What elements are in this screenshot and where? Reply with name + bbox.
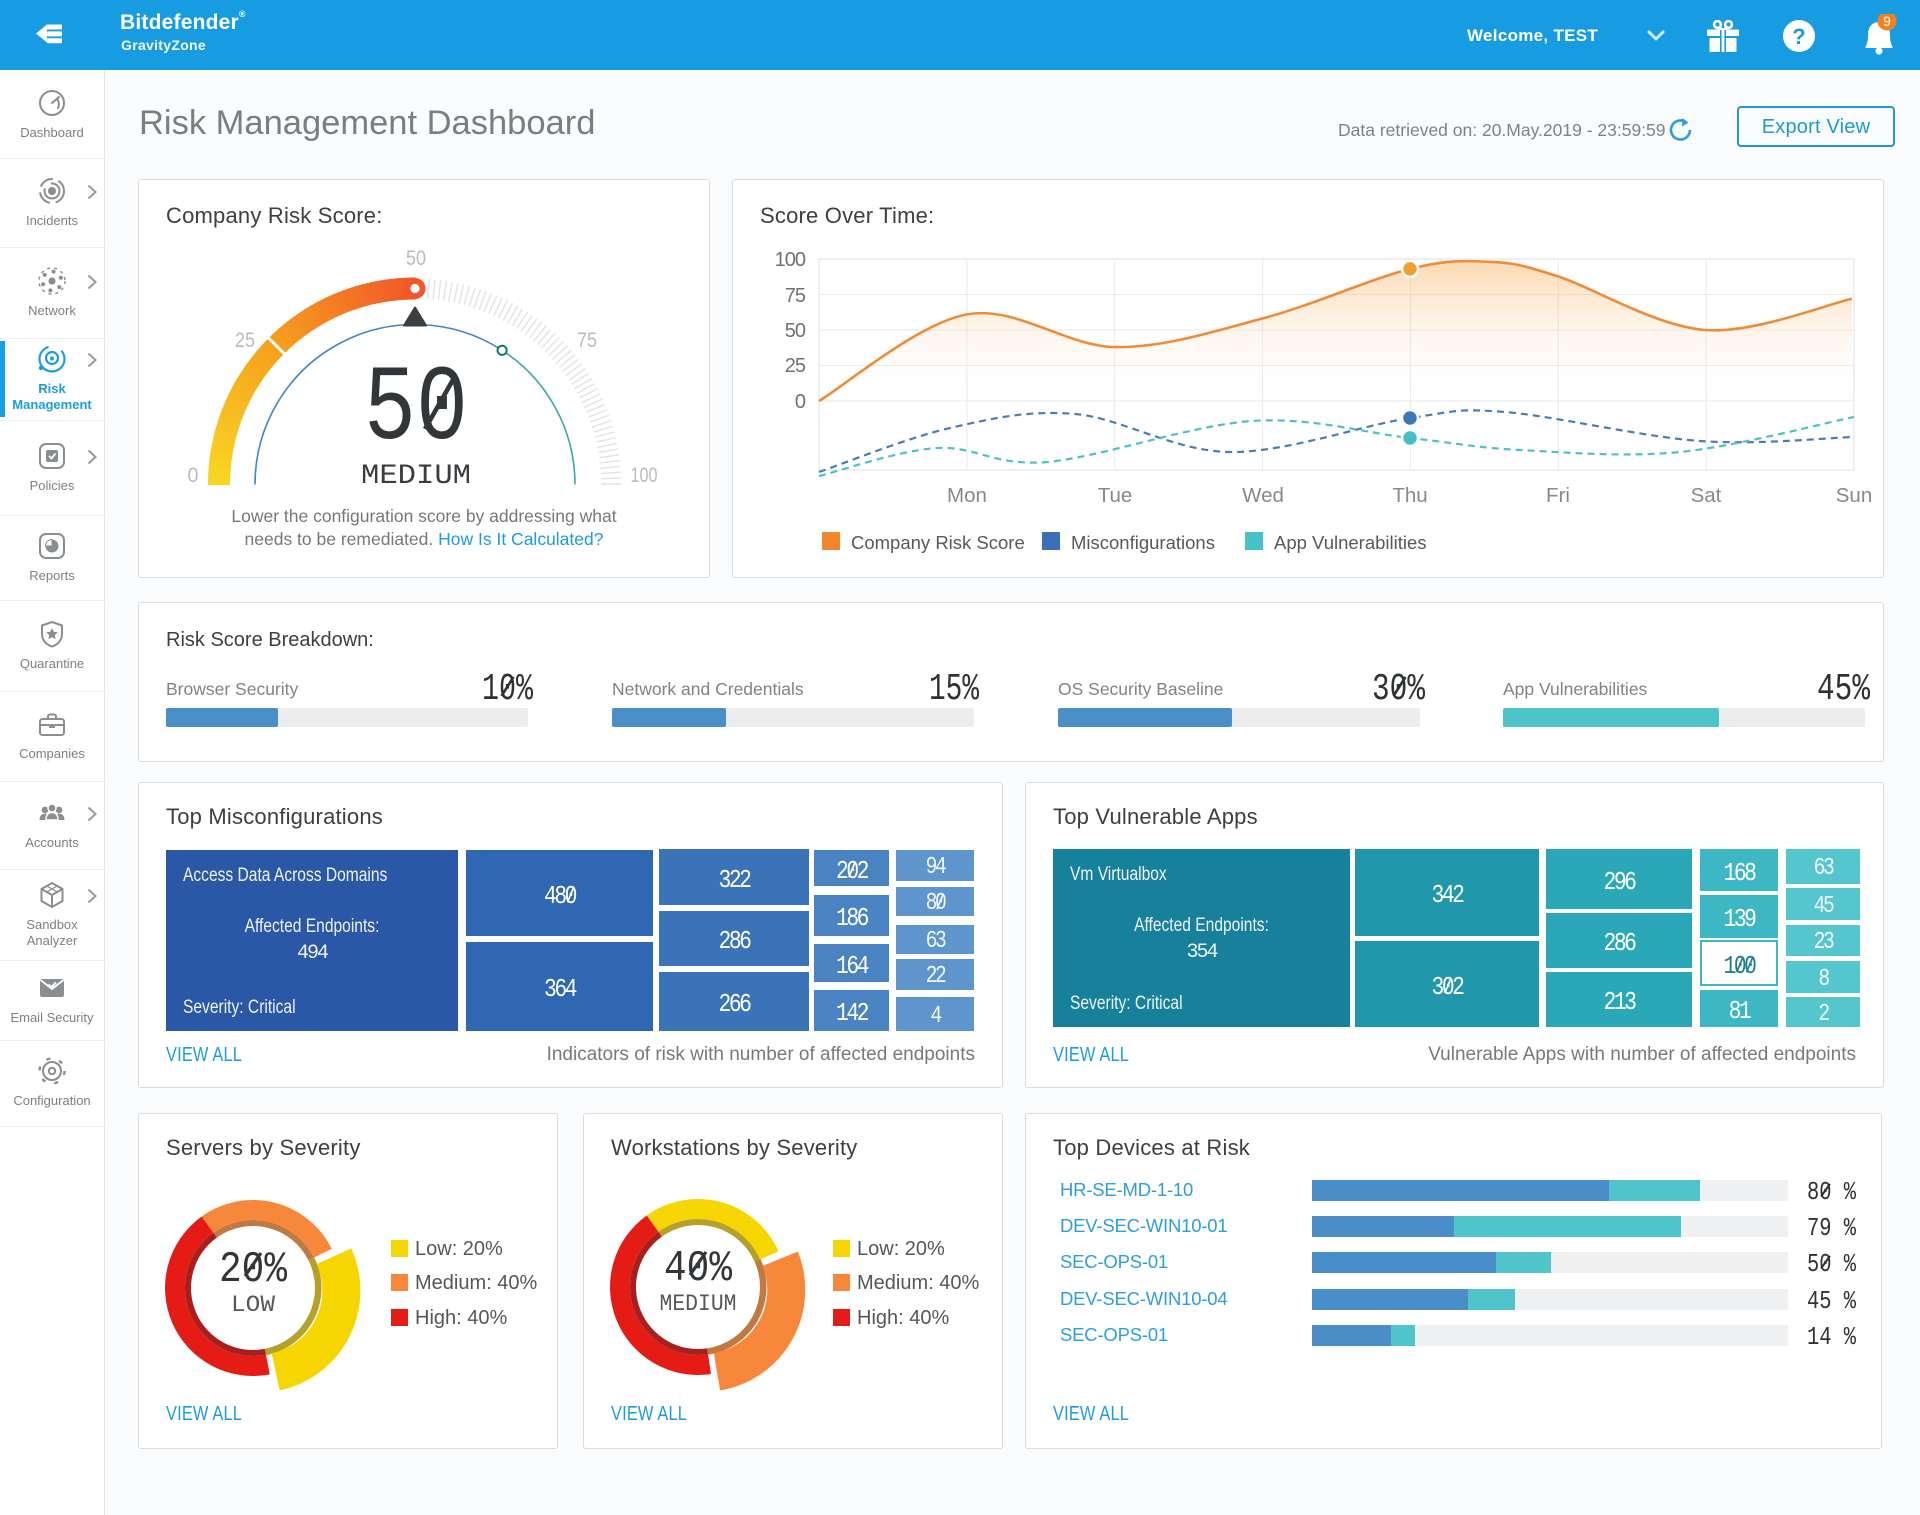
svg-text:MEDIUM: MEDIUM	[361, 461, 471, 492]
svg-text:45%: 45%	[1817, 668, 1870, 702]
svg-text:0: 0	[795, 391, 806, 413]
svg-text:Wed: Wed	[1242, 484, 1284, 507]
svg-text:50: 50	[364, 350, 468, 471]
svg-text:9: 9	[1883, 14, 1891, 29]
svg-text:40%: 40%	[664, 1244, 733, 1294]
svg-text:100: 100	[631, 464, 658, 487]
svg-text:MEDIUM: MEDIUM	[660, 1291, 737, 1317]
svg-text:75: 75	[577, 329, 597, 352]
svg-text:75: 75	[785, 285, 806, 307]
svg-text:50: 50	[406, 247, 426, 270]
svg-text:Sat: Sat	[1691, 484, 1722, 507]
svg-text:30%: 30%	[1372, 668, 1425, 702]
svg-text:LOW: LOW	[231, 1292, 275, 1318]
svg-text:14 %: 14 %	[1807, 1322, 1856, 1350]
svg-text:?: ?	[1792, 24, 1805, 49]
svg-text:Tue: Tue	[1098, 484, 1133, 507]
svg-text:0: 0	[188, 464, 199, 487]
svg-text:20%: 20%	[219, 1245, 288, 1295]
svg-text:Mon: Mon	[947, 484, 987, 507]
svg-text:100: 100	[775, 250, 806, 271]
svg-text:50 %: 50 %	[1807, 1249, 1856, 1277]
svg-text:80 %: 80 %	[1807, 1177, 1856, 1205]
svg-text:Sun: Sun	[1836, 484, 1872, 507]
svg-text:45 %: 45 %	[1807, 1286, 1856, 1314]
svg-text:25: 25	[785, 355, 806, 377]
svg-text:25: 25	[235, 329, 255, 352]
svg-text:50: 50	[785, 320, 806, 342]
svg-text:79 %: 79 %	[1807, 1213, 1856, 1241]
svg-text:Fri: Fri	[1546, 484, 1570, 507]
svg-text:Thu: Thu	[1392, 484, 1427, 507]
svg-text:15%: 15%	[929, 668, 979, 702]
